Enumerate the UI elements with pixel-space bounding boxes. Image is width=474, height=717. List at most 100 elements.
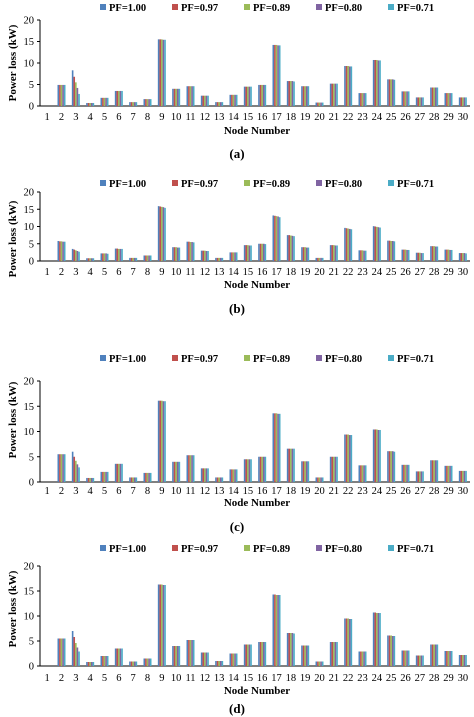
- bar: [186, 640, 189, 666]
- bar: [433, 246, 435, 261]
- bar: [430, 644, 432, 666]
- legend-swatch: [100, 545, 106, 551]
- bar: [447, 651, 450, 666]
- bar: [164, 401, 166, 482]
- bar: [379, 227, 381, 261]
- legend-swatch: [244, 355, 250, 361]
- x-axis-label: Node Number: [223, 125, 291, 137]
- legend-swatch: [244, 545, 250, 551]
- bar: [336, 83, 338, 106]
- bar: [272, 413, 275, 482]
- bar: [87, 258, 90, 261]
- x-tick-label: 27: [415, 267, 426, 278]
- bar: [133, 257, 136, 261]
- bar: [290, 81, 292, 106]
- legend-label: PF=1.00: [109, 179, 147, 190]
- y-tick-label: 15: [24, 205, 35, 216]
- bar: [350, 435, 353, 482]
- bar: [118, 463, 120, 482]
- bar: [105, 97, 107, 106]
- bar: [132, 661, 134, 666]
- bar: [59, 454, 61, 482]
- x-tick-label: 14: [228, 267, 239, 278]
- bar: [247, 644, 249, 666]
- x-tick-label: 26: [400, 267, 411, 278]
- x-tick-label: 21: [329, 112, 340, 123]
- bar: [372, 429, 375, 482]
- bar: [205, 251, 208, 261]
- x-tick-label: 18: [286, 486, 297, 497]
- bar: [450, 249, 453, 261]
- x-tick-label: 8: [145, 486, 150, 497]
- bar: [188, 86, 190, 106]
- bar: [321, 102, 324, 106]
- bar: [86, 258, 88, 261]
- bar: [103, 656, 106, 666]
- bar: [105, 253, 107, 261]
- y-tick-label: 10: [24, 59, 35, 70]
- bar: [86, 662, 88, 666]
- bar: [305, 86, 308, 106]
- bar: [278, 45, 281, 106]
- bar: [434, 644, 437, 666]
- bar: [188, 640, 190, 666]
- y-tick-label: 5: [29, 637, 34, 648]
- bar: [219, 661, 222, 666]
- bar: [245, 644, 248, 666]
- bar: [417, 471, 420, 482]
- x-tick-label: 5: [102, 486, 107, 497]
- bar: [192, 455, 195, 482]
- legend-label: PF=0.97: [181, 544, 219, 555]
- y-tick-label: 10: [24, 612, 35, 623]
- bar: [372, 59, 375, 106]
- bar: [116, 248, 119, 261]
- bar: [419, 97, 421, 106]
- bar: [200, 652, 203, 666]
- bar: [320, 102, 322, 106]
- x-tick-label: 25: [386, 267, 397, 278]
- bar: [331, 642, 334, 666]
- bar: [87, 102, 90, 106]
- x-tick-label: 12: [200, 267, 211, 278]
- legend-label: PF=0.89: [253, 179, 291, 190]
- bar: [205, 652, 208, 666]
- bar: [417, 655, 420, 666]
- bar: [344, 66, 346, 106]
- bar: [178, 646, 181, 666]
- x-tick-label: 7: [131, 267, 136, 278]
- bar: [288, 81, 291, 106]
- y-tick-label: 5: [29, 239, 34, 250]
- bar: [235, 94, 238, 106]
- bar: [191, 640, 193, 666]
- bar: [232, 94, 235, 106]
- bar: [75, 643, 77, 666]
- bar: [444, 651, 447, 666]
- bar: [102, 471, 104, 482]
- bar: [422, 655, 424, 666]
- bar: [318, 661, 321, 666]
- bar: [278, 217, 281, 261]
- bar: [60, 638, 63, 666]
- y-tick-label: 0: [29, 478, 34, 489]
- bar: [173, 646, 176, 666]
- bar: [135, 477, 138, 482]
- bar: [100, 97, 103, 106]
- y-tick-label: 15: [24, 37, 35, 48]
- x-tick-label: 21: [329, 486, 340, 497]
- bar: [347, 66, 349, 106]
- bar: [348, 228, 351, 261]
- x-tick-label: 5: [102, 673, 107, 684]
- bar: [231, 469, 233, 483]
- y-tick-label: 20: [24, 16, 35, 27]
- bar: [159, 584, 162, 666]
- bar: [302, 461, 305, 482]
- legend-label: PF=0.89: [253, 3, 291, 14]
- x-tick-label: 25: [386, 486, 397, 497]
- bar: [315, 477, 318, 482]
- bar: [444, 93, 447, 106]
- legend-label: PF=0.80: [325, 544, 363, 555]
- bar: [293, 81, 295, 106]
- bar: [379, 613, 381, 666]
- legend-swatch: [244, 4, 250, 10]
- x-tick-label: 8: [145, 673, 150, 684]
